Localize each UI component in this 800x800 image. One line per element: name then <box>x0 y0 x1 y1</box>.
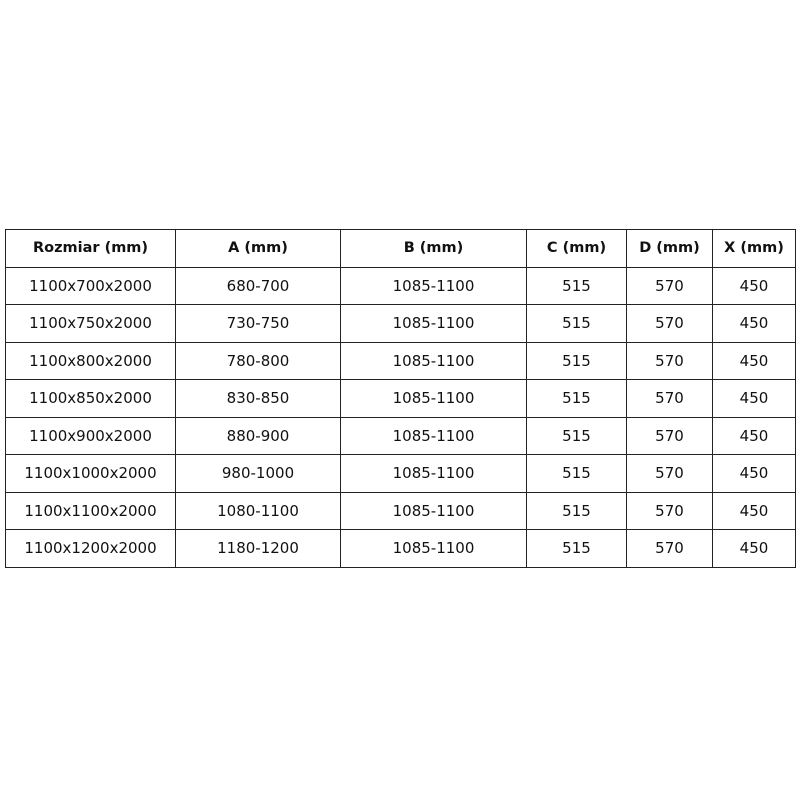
table-cell: 830-850 <box>175 379 341 418</box>
table-row: 1100x1200x2000 1180-1200 1085-1100 515 570 45… <box>5 529 796 568</box>
table-cell: 1085-1100 <box>340 454 527 493</box>
table-cell: 450 <box>712 379 796 418</box>
table-cell: 515 <box>526 266 627 305</box>
table-cell: 1085-1100 <box>340 379 527 418</box>
column-header: C (mm) <box>526 229 627 268</box>
table-cell: 1100x750x2000 <box>5 304 176 343</box>
table-cell: 450 <box>712 416 796 455</box>
column-header: D (mm) <box>626 229 713 268</box>
table-row: 1100x900x2000 880-900 1085-1100 515 570 450 <box>5 416 796 455</box>
table-cell: 515 <box>526 491 627 530</box>
table-cell: 1100x1100x2000 <box>5 491 176 530</box>
table-cell: 570 <box>626 304 713 343</box>
column-header: X (mm) <box>712 229 796 268</box>
dimensions-table: Rozmiar (mm) A (mm) B (mm) C (mm) D (mm) X (m… <box>5 229 796 568</box>
table-cell: 450 <box>712 491 796 530</box>
table-cell: 1080-1100 <box>175 491 341 530</box>
table-cell: 450 <box>712 341 796 380</box>
table-cell: 570 <box>626 529 713 568</box>
table-cell: 450 <box>712 529 796 568</box>
table-cell: 1100x850x2000 <box>5 379 176 418</box>
table-row: 1100x1000x2000 980-1000 1085-1100 515 570 450 <box>5 454 796 493</box>
table-cell: 570 <box>626 416 713 455</box>
table-cell: 1100x700x2000 <box>5 266 176 305</box>
table-cell: 515 <box>526 341 627 380</box>
table-cell: 1085-1100 <box>340 341 527 380</box>
table-cell: 450 <box>712 266 796 305</box>
table-cell: 450 <box>712 454 796 493</box>
table-cell: 570 <box>626 266 713 305</box>
table-cell: 1085-1100 <box>340 416 527 455</box>
table-cell: 515 <box>526 304 627 343</box>
table-cell: 680-700 <box>175 266 341 305</box>
table-cell: 1085-1100 <box>340 491 527 530</box>
column-header: A (mm) <box>175 229 341 268</box>
table-cell: 570 <box>626 379 713 418</box>
table-cell: 570 <box>626 491 713 530</box>
table-cell: 515 <box>526 454 627 493</box>
table-cell: 515 <box>526 416 627 455</box>
table-cell: 1085-1100 <box>340 266 527 305</box>
table-cell: 570 <box>626 454 713 493</box>
table-cell: 1085-1100 <box>340 304 527 343</box>
header-row: Rozmiar (mm) A (mm) B (mm) C (mm) D (mm) X (m… <box>5 229 796 268</box>
table-cell: 880-900 <box>175 416 341 455</box>
table-cell: 1085-1100 <box>340 529 527 568</box>
table-row: 1100x800x2000 780-800 1085-1100 515 570 450 <box>5 341 796 380</box>
table-cell: 570 <box>626 341 713 380</box>
table-cell: 730-750 <box>175 304 341 343</box>
table-cell: 1100x1000x2000 <box>5 454 176 493</box>
table-cell: 1100x900x2000 <box>5 416 176 455</box>
table-cell: 515 <box>526 379 627 418</box>
table-cell: 1180-1200 <box>175 529 341 568</box>
table-cell: 980-1000 <box>175 454 341 493</box>
column-header: B (mm) <box>340 229 527 268</box>
table-row: 1100x850x2000 830-850 1085-1100 515 570 450 <box>5 379 796 418</box>
table-row: 1100x700x2000 680-700 1085-1100 515 570 450 <box>5 266 796 305</box>
table-cell: 1100x800x2000 <box>5 341 176 380</box>
table-cell: 515 <box>526 529 627 568</box>
column-header: Rozmiar (mm) <box>5 229 176 268</box>
table-cell: 450 <box>712 304 796 343</box>
table-row: 1100x1100x2000 1080-1100 1085-1100 515 570 45… <box>5 491 796 530</box>
table-cell: 780-800 <box>175 341 341 380</box>
table-cell: 1100x1200x2000 <box>5 529 176 568</box>
table-row: 1100x750x2000 730-750 1085-1100 515 570 450 <box>5 304 796 343</box>
